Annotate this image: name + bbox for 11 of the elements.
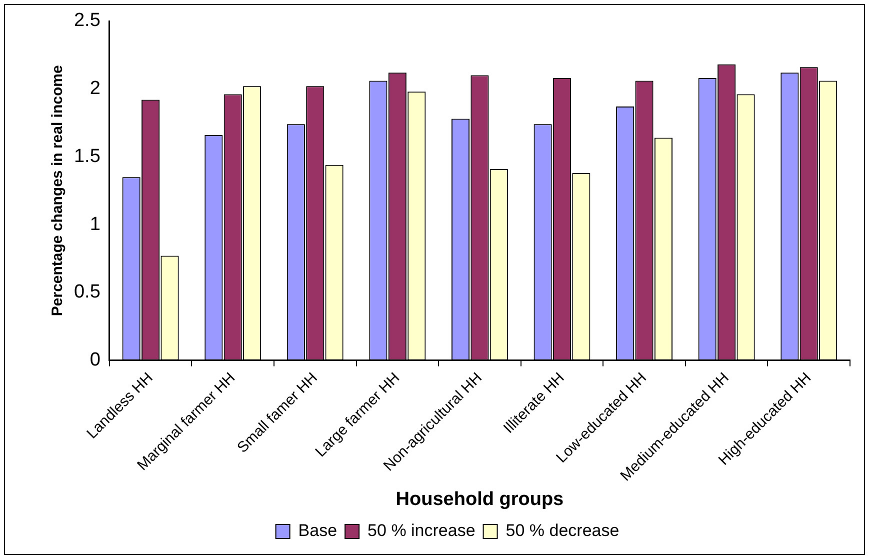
y-axis-title: Percentage changes in real income bbox=[49, 65, 66, 316]
legend-label: Base bbox=[298, 521, 338, 540]
y-tick-label: 2.5 bbox=[74, 10, 100, 32]
x-axis-title: Household groups bbox=[396, 488, 564, 510]
legend-label: 50 % increase bbox=[368, 521, 476, 540]
y-tick-label: 0 bbox=[90, 350, 100, 371]
legend-label: 50 % decrease bbox=[506, 521, 620, 540]
y-tick-label: 0.5 bbox=[74, 282, 100, 303]
y-tick-label: 1.5 bbox=[74, 146, 100, 167]
y-tick-label: 1 bbox=[90, 214, 100, 235]
y-tick-label: 2 bbox=[90, 78, 100, 100]
